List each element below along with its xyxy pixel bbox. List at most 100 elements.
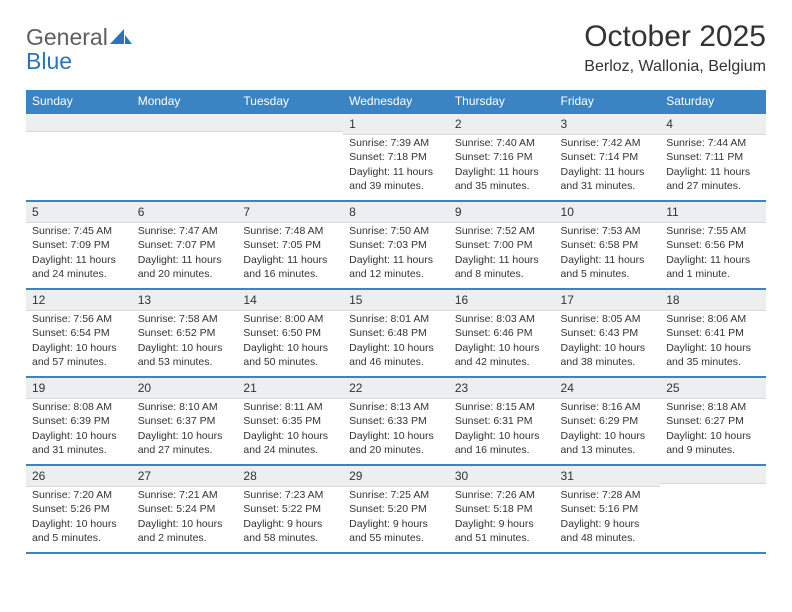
calendar-week: 19Sunrise: 8:08 AMSunset: 6:39 PMDayligh… [26, 377, 766, 465]
sunset-text: Sunset: 6:35 PM [243, 414, 337, 428]
calendar-cell: 19Sunrise: 8:08 AMSunset: 6:39 PMDayligh… [26, 377, 132, 465]
cell-body: Sunrise: 7:56 AMSunset: 6:54 PMDaylight:… [26, 311, 132, 371]
calendar-table: SundayMondayTuesdayWednesdayThursdayFrid… [26, 90, 766, 554]
day-number: 5 [26, 202, 132, 223]
location-label: Berloz, Wallonia, Belgium [584, 58, 766, 76]
cell-body: Sunrise: 8:15 AMSunset: 6:31 PMDaylight:… [449, 399, 555, 459]
sunset-text: Sunset: 6:52 PM [138, 326, 232, 340]
cell-body: Sunrise: 7:25 AMSunset: 5:20 PMDaylight:… [343, 487, 449, 547]
day-number: 15 [343, 290, 449, 311]
day-header: Sunday [26, 90, 132, 113]
sunrise-text: Sunrise: 7:40 AM [455, 136, 549, 150]
calendar-cell: 2Sunrise: 7:40 AMSunset: 7:16 PMDaylight… [449, 113, 555, 201]
calendar-cell: 27Sunrise: 7:21 AMSunset: 5:24 PMDayligh… [132, 465, 238, 553]
sunset-text: Sunset: 6:54 PM [32, 326, 126, 340]
day-number: 1 [343, 114, 449, 135]
sunrise-text: Sunrise: 7:39 AM [349, 136, 443, 150]
month-title: October 2025 [584, 20, 766, 54]
calendar-cell: 15Sunrise: 8:01 AMSunset: 6:48 PMDayligh… [343, 289, 449, 377]
daylight-text: Daylight: 10 hours and 27 minutes. [138, 429, 232, 457]
day-number: 28 [237, 466, 343, 487]
logo-sail-icon [110, 29, 132, 50]
calendar-week: 12Sunrise: 7:56 AMSunset: 6:54 PMDayligh… [26, 289, 766, 377]
daylight-text: Daylight: 11 hours and 39 minutes. [349, 165, 443, 193]
cell-body: Sunrise: 7:52 AMSunset: 7:00 PMDaylight:… [449, 223, 555, 283]
sunset-text: Sunset: 6:31 PM [455, 414, 549, 428]
cell-body: Sunrise: 8:00 AMSunset: 6:50 PMDaylight:… [237, 311, 343, 371]
sunrise-text: Sunrise: 8:01 AM [349, 312, 443, 326]
day-number [237, 114, 343, 132]
cell-body [237, 132, 343, 135]
sunset-text: Sunset: 6:41 PM [666, 326, 760, 340]
sunrise-text: Sunrise: 7:25 AM [349, 488, 443, 502]
sunrise-text: Sunrise: 7:44 AM [666, 136, 760, 150]
day-number: 27 [132, 466, 238, 487]
sunrise-text: Sunrise: 8:16 AM [561, 400, 655, 414]
sunset-text: Sunset: 6:37 PM [138, 414, 232, 428]
day-number: 3 [555, 114, 661, 135]
day-number [26, 114, 132, 132]
day-number: 29 [343, 466, 449, 487]
day-number: 9 [449, 202, 555, 223]
sunrise-text: Sunrise: 8:10 AM [138, 400, 232, 414]
sunset-text: Sunset: 7:03 PM [349, 238, 443, 252]
calendar-week: 1Sunrise: 7:39 AMSunset: 7:18 PMDaylight… [26, 113, 766, 201]
daylight-text: Daylight: 11 hours and 35 minutes. [455, 165, 549, 193]
daylight-text: Daylight: 11 hours and 5 minutes. [561, 253, 655, 281]
sunset-text: Sunset: 7:16 PM [455, 150, 549, 164]
calendar-cell: 29Sunrise: 7:25 AMSunset: 5:20 PMDayligh… [343, 465, 449, 553]
sunrise-text: Sunrise: 8:13 AM [349, 400, 443, 414]
logo: General Blue [26, 20, 132, 74]
day-number: 8 [343, 202, 449, 223]
sunrise-text: Sunrise: 7:53 AM [561, 224, 655, 238]
day-number: 24 [555, 378, 661, 399]
cell-body: Sunrise: 8:08 AMSunset: 6:39 PMDaylight:… [26, 399, 132, 459]
day-header: Thursday [449, 90, 555, 113]
sunset-text: Sunset: 5:20 PM [349, 502, 443, 516]
daylight-text: Daylight: 10 hours and 31 minutes. [32, 429, 126, 457]
day-number: 26 [26, 466, 132, 487]
sunset-text: Sunset: 6:33 PM [349, 414, 443, 428]
calendar-cell: 4Sunrise: 7:44 AMSunset: 7:11 PMDaylight… [660, 113, 766, 201]
sunrise-text: Sunrise: 8:03 AM [455, 312, 549, 326]
calendar-cell: 9Sunrise: 7:52 AMSunset: 7:00 PMDaylight… [449, 201, 555, 289]
sunset-text: Sunset: 5:24 PM [138, 502, 232, 516]
calendar-cell [237, 113, 343, 201]
day-number: 18 [660, 290, 766, 311]
cell-body: Sunrise: 8:06 AMSunset: 6:41 PMDaylight:… [660, 311, 766, 371]
daylight-text: Daylight: 11 hours and 1 minute. [666, 253, 760, 281]
sunset-text: Sunset: 7:00 PM [455, 238, 549, 252]
calendar-cell: 12Sunrise: 7:56 AMSunset: 6:54 PMDayligh… [26, 289, 132, 377]
calendar-cell: 7Sunrise: 7:48 AMSunset: 7:05 PMDaylight… [237, 201, 343, 289]
sunset-text: Sunset: 6:46 PM [455, 326, 549, 340]
day-number: 4 [660, 114, 766, 135]
daylight-text: Daylight: 10 hours and 35 minutes. [666, 341, 760, 369]
daylight-text: Daylight: 11 hours and 31 minutes. [561, 165, 655, 193]
daylight-text: Daylight: 9 hours and 48 minutes. [561, 517, 655, 545]
sunset-text: Sunset: 7:14 PM [561, 150, 655, 164]
day-number: 21 [237, 378, 343, 399]
day-number: 11 [660, 202, 766, 223]
day-number: 19 [26, 378, 132, 399]
cell-body: Sunrise: 8:01 AMSunset: 6:48 PMDaylight:… [343, 311, 449, 371]
day-number: 31 [555, 466, 661, 487]
sunrise-text: Sunrise: 8:00 AM [243, 312, 337, 326]
day-number: 20 [132, 378, 238, 399]
sunrise-text: Sunrise: 7:47 AM [138, 224, 232, 238]
sunset-text: Sunset: 6:48 PM [349, 326, 443, 340]
sunset-text: Sunset: 5:16 PM [561, 502, 655, 516]
cell-body: Sunrise: 7:58 AMSunset: 6:52 PMDaylight:… [132, 311, 238, 371]
calendar-cell: 6Sunrise: 7:47 AMSunset: 7:07 PMDaylight… [132, 201, 238, 289]
cell-body: Sunrise: 8:10 AMSunset: 6:37 PMDaylight:… [132, 399, 238, 459]
sunrise-text: Sunrise: 7:42 AM [561, 136, 655, 150]
sunrise-text: Sunrise: 7:58 AM [138, 312, 232, 326]
cell-body: Sunrise: 7:20 AMSunset: 5:26 PMDaylight:… [26, 487, 132, 547]
calendar-cell: 16Sunrise: 8:03 AMSunset: 6:46 PMDayligh… [449, 289, 555, 377]
cell-body: Sunrise: 7:23 AMSunset: 5:22 PMDaylight:… [237, 487, 343, 547]
calendar-cell: 18Sunrise: 8:06 AMSunset: 6:41 PMDayligh… [660, 289, 766, 377]
calendar-week: 26Sunrise: 7:20 AMSunset: 5:26 PMDayligh… [26, 465, 766, 553]
daylight-text: Daylight: 11 hours and 20 minutes. [138, 253, 232, 281]
day-number [660, 466, 766, 484]
title-block: October 2025 Berloz, Wallonia, Belgium [584, 20, 766, 76]
sunset-text: Sunset: 5:22 PM [243, 502, 337, 516]
